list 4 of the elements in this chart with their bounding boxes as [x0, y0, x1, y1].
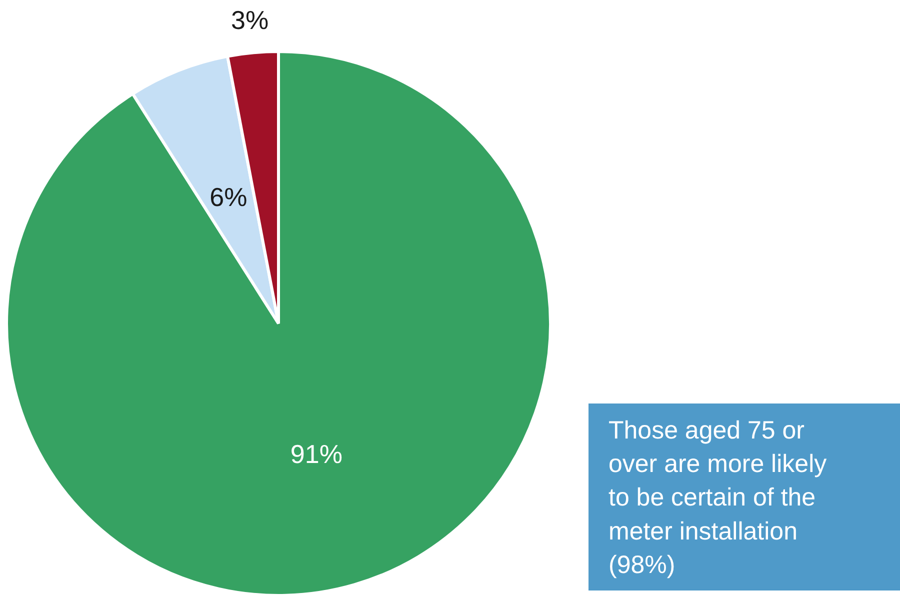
text: Those aged 75 or over are more likely to be certain of the meter installation (98%) [608, 416, 828, 579]
data-label: 91% [290, 439, 342, 470]
data-label: 3% [231, 5, 269, 36]
data-label: 6% [210, 182, 248, 212]
